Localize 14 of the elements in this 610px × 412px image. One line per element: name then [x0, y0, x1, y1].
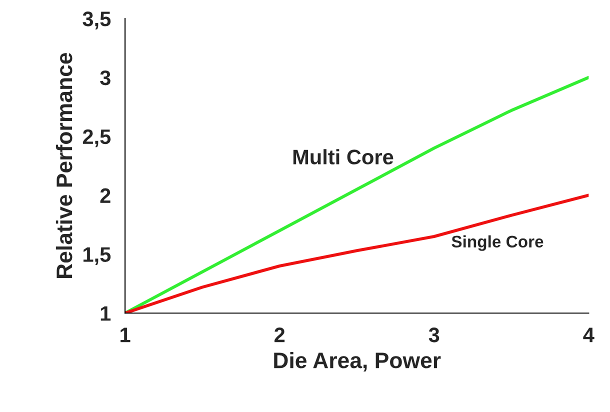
y-axis-title: Relative Performance: [56, 52, 72, 278]
x-axis-title: Die Area, Power: [274, 352, 441, 372]
x-tick-label: 1: [120, 328, 130, 342]
x-tick-label: 4: [583, 328, 594, 342]
x-tick-label: 2: [274, 328, 285, 342]
y-tick-label: 3: [100, 70, 110, 86]
y-tick-label: 1: [100, 306, 111, 321]
y-tick-label: 2: [100, 188, 110, 203]
series-label: Single Core: [452, 235, 544, 251]
y-tick-label: 3,5: [82, 12, 111, 30]
y-tick-label: 2,5: [82, 129, 111, 148]
x-tick-label: 3: [428, 328, 440, 342]
series-label: Multi Core: [293, 149, 394, 164]
y-tick-label: 1,5: [84, 247, 111, 265]
